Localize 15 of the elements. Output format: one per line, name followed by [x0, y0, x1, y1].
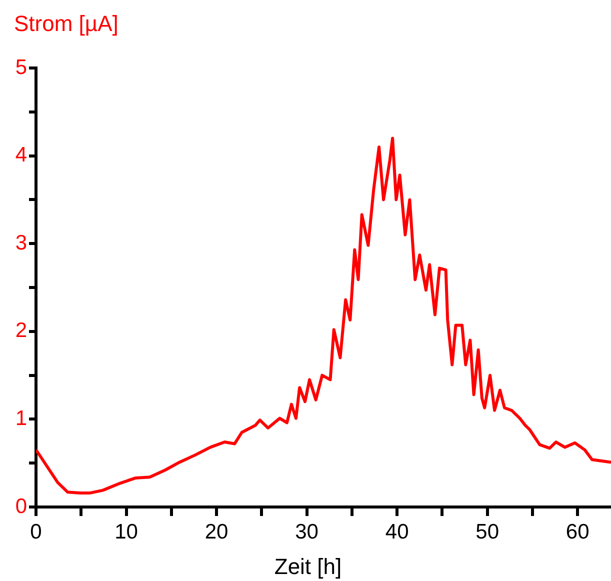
x-tick-label: 60 — [566, 520, 590, 544]
x-tick-label: 10 — [114, 520, 138, 544]
y-tick-label: 1 — [15, 406, 27, 430]
x-tick-label: 40 — [385, 520, 409, 544]
y-axis-title: Strom [µA] — [14, 11, 118, 36]
x-tick-label: 50 — [476, 520, 500, 544]
y-tick-label: 0 — [15, 494, 27, 518]
x-tick-label: 20 — [204, 520, 228, 544]
y-tick-label: 4 — [15, 144, 28, 167]
y-tick-label: 3 — [15, 231, 27, 254]
x-tick-label: 30 — [295, 520, 318, 544]
x-axis-title: Zeit [h] — [274, 554, 342, 579]
y-tick-label: 2 — [15, 319, 27, 342]
x-tick-label: 0 — [30, 520, 42, 544]
y-tick-label: 5 — [15, 56, 27, 79]
